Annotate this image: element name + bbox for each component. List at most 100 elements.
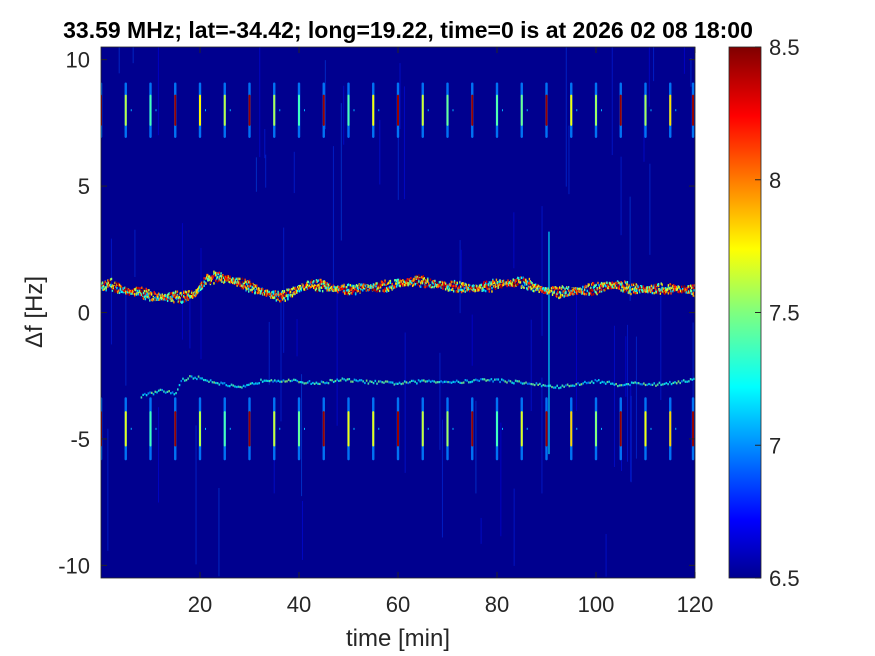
secondary-trace-point xyxy=(357,379,359,383)
main-trace-point xyxy=(550,289,553,293)
main-trace-point xyxy=(429,284,432,287)
main-trace-point xyxy=(262,288,264,291)
main-trace-point xyxy=(215,275,218,279)
secondary-trace-point xyxy=(334,379,337,383)
main-trace-point xyxy=(175,292,178,296)
secondary-trace-point xyxy=(293,378,295,381)
secondary-trace-point xyxy=(280,380,283,383)
main-trace-point xyxy=(535,285,538,288)
main-trace-point xyxy=(457,290,459,293)
secondary-trace-point xyxy=(364,381,366,385)
main-trace-point xyxy=(648,289,650,292)
secondary-trace-point xyxy=(653,382,656,385)
main-trace-point xyxy=(653,284,655,287)
main-trace-point xyxy=(436,285,438,288)
main-trace-point xyxy=(281,298,284,301)
colorbar-tick-label: 8 xyxy=(769,168,781,193)
main-trace-point xyxy=(243,284,245,288)
main-trace-point xyxy=(602,285,605,288)
main-trace-point xyxy=(327,286,329,289)
main-trace-point xyxy=(158,293,161,296)
secondary-trace-point xyxy=(591,380,593,383)
main-trace-point xyxy=(529,282,531,285)
main-trace-point xyxy=(502,281,505,285)
secondary-trace-point xyxy=(507,379,510,382)
main-trace-point xyxy=(271,296,273,299)
secondary-trace-point xyxy=(487,379,489,382)
secondary-trace-point xyxy=(421,379,423,382)
main-trace-point xyxy=(159,294,162,297)
main-trace-point xyxy=(496,282,499,285)
main-trace-point xyxy=(276,293,278,296)
main-trace-point xyxy=(187,293,189,296)
main-trace-point xyxy=(648,288,651,291)
main-trace-point xyxy=(576,292,579,295)
secondary-trace-point xyxy=(140,396,143,399)
main-trace-point xyxy=(211,275,213,278)
main-trace-point xyxy=(298,284,301,288)
main-trace-point xyxy=(357,287,360,290)
main-trace-point xyxy=(228,278,230,281)
main-trace-point xyxy=(679,288,681,291)
main-trace-point xyxy=(545,287,548,290)
main-trace-point xyxy=(651,287,654,290)
main-trace-point xyxy=(260,289,262,293)
secondary-trace-point xyxy=(348,377,351,381)
main-trace-point xyxy=(541,286,543,289)
main-trace-point xyxy=(171,295,173,299)
main-trace-point xyxy=(387,288,389,291)
main-trace-point xyxy=(598,287,600,290)
main-trace-point xyxy=(130,292,132,295)
main-trace-point xyxy=(624,281,627,284)
main-trace-point xyxy=(362,289,364,292)
main-trace-point xyxy=(410,280,412,283)
main-trace-point xyxy=(568,293,571,296)
main-trace-point xyxy=(521,285,523,288)
main-trace-point xyxy=(242,284,245,287)
secondary-trace-point xyxy=(287,378,290,381)
main-trace-point xyxy=(626,287,629,290)
main-trace-point xyxy=(215,274,218,277)
main-trace-point xyxy=(111,284,114,287)
secondary-trace-point xyxy=(402,382,404,385)
main-trace-point xyxy=(370,286,373,289)
secondary-trace-point xyxy=(204,379,207,382)
secondary-trace-point xyxy=(185,379,188,382)
secondary-trace-point xyxy=(253,382,255,386)
main-trace-point xyxy=(400,279,402,283)
secondary-trace-point xyxy=(448,381,451,384)
main-trace-point xyxy=(126,290,129,294)
main-trace-point xyxy=(560,295,563,298)
main-trace-point xyxy=(223,280,226,284)
main-trace-point xyxy=(125,287,127,290)
main-trace-point xyxy=(227,275,229,278)
main-trace-point xyxy=(556,292,558,295)
main-trace-point xyxy=(533,283,535,287)
main-trace-point xyxy=(277,292,279,296)
main-trace-point xyxy=(622,289,624,292)
main-trace-point xyxy=(603,282,605,285)
main-trace-point xyxy=(347,291,350,294)
main-trace-point xyxy=(374,283,376,286)
main-trace-point xyxy=(536,287,539,290)
main-trace-point xyxy=(176,294,179,298)
main-trace-point xyxy=(238,281,240,284)
secondary-trace-point xyxy=(171,391,174,394)
x-tick-label: 20 xyxy=(188,592,212,617)
main-trace-point xyxy=(182,291,185,294)
main-trace-point xyxy=(586,285,588,288)
main-trace-point xyxy=(253,285,255,288)
secondary-trace-point xyxy=(216,382,219,385)
secondary-trace-point xyxy=(355,379,358,382)
secondary-trace-point xyxy=(272,380,274,383)
main-trace-point xyxy=(139,287,141,290)
secondary-trace-point xyxy=(322,381,325,384)
main-trace-point xyxy=(101,284,103,287)
main-trace-point xyxy=(451,288,453,292)
secondary-trace-point xyxy=(689,378,692,381)
main-trace-point xyxy=(451,280,453,284)
main-trace-point xyxy=(211,277,213,281)
main-trace-point xyxy=(342,290,344,294)
main-trace-point xyxy=(661,289,663,292)
main-trace-point xyxy=(588,283,590,286)
